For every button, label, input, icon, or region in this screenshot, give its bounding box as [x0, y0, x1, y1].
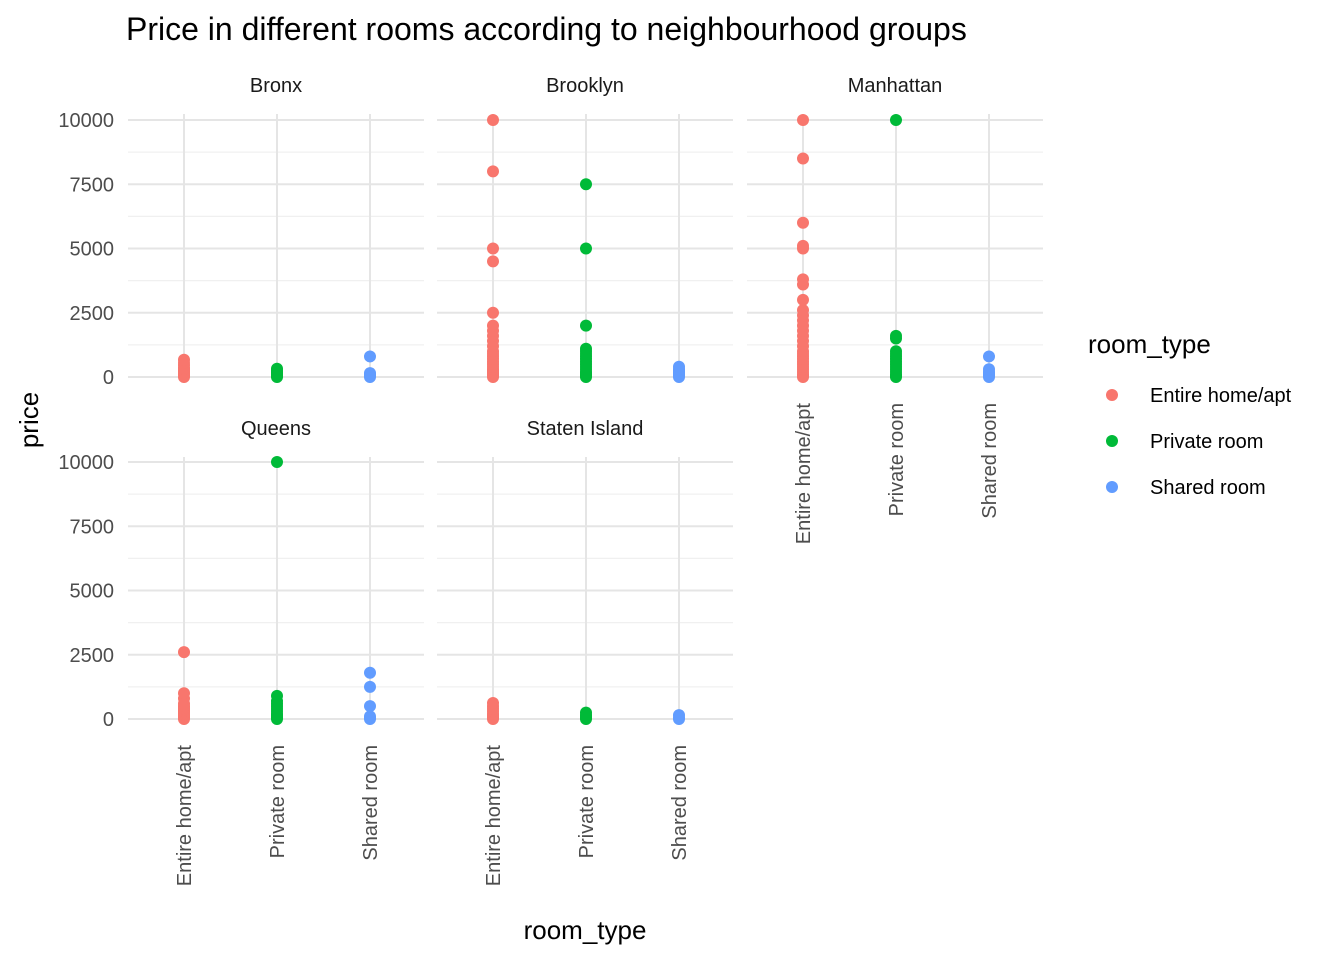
x-axis-title: room_type [524, 915, 647, 945]
data-point [580, 319, 592, 332]
x-tick-label: Entire home/apt [793, 403, 815, 545]
data-point [797, 293, 809, 306]
legend-title: room_type [1088, 329, 1211, 359]
legend: room_type Entire home/apt Private room Shar… [1088, 329, 1292, 499]
y-tick-label: 10000 [58, 110, 114, 132]
facet-panels: Bronx 0 2500 5000 7500 10000 Brooklyn Manhattan… [58, 75, 1043, 886]
legend-key [1106, 435, 1118, 447]
data-point [487, 114, 499, 126]
facet-panel: Queens 0 2500 5000 7500 10000 Entire home/apt P… [58, 418, 424, 886]
facet-panel: Bronx 0 2500 5000 7500 10000 [58, 75, 424, 389]
legend-item: Private room [1106, 431, 1263, 453]
data-point [580, 242, 592, 255]
data-point [364, 710, 376, 723]
data-point [673, 360, 685, 373]
legend-key [1106, 389, 1118, 401]
legend-item: Entire home/apt [1106, 385, 1292, 407]
data-point [797, 304, 809, 317]
y-tick-label: 7500 [70, 516, 115, 538]
data-point [271, 456, 283, 468]
legend-label: Private room [1150, 431, 1263, 453]
data-point [487, 165, 499, 178]
data-point [797, 216, 809, 229]
x-tick-label: Private room [886, 403, 908, 516]
data-point [487, 306, 499, 319]
data-point [580, 178, 592, 191]
data-point [983, 350, 995, 363]
y-tick-label: 10000 [58, 452, 114, 474]
data-point [178, 353, 190, 366]
data-point [487, 255, 499, 268]
facet-strip-label: Bronx [250, 75, 302, 97]
data-point [364, 680, 376, 693]
data-point [797, 152, 809, 165]
data-point [364, 666, 376, 679]
data-point [580, 706, 592, 719]
y-axis-title: price [14, 392, 44, 448]
legend-label: Shared room [1150, 477, 1266, 499]
x-tick-label: Private room [267, 745, 289, 858]
data-point [487, 696, 499, 709]
data-point [487, 242, 499, 255]
y-tick-label: 2500 [70, 645, 115, 667]
data-point [364, 350, 376, 363]
data-point [797, 239, 809, 252]
data-point [890, 345, 902, 358]
data-point [271, 689, 283, 702]
y-tick-label: 0 [103, 367, 114, 389]
y-tick-label: 5000 [70, 581, 115, 603]
facet-panel: Brooklyn [437, 75, 733, 383]
data-point [364, 700, 376, 713]
facet-strip-label: Brooklyn [546, 75, 624, 97]
data-point [890, 329, 902, 342]
data-point [890, 114, 902, 126]
facet-panel: Staten Island Entire home/apt Private room… [437, 418, 733, 886]
y-tick-label: 2500 [70, 303, 115, 325]
y-tick-label: 5000 [70, 239, 115, 261]
data-point [178, 687, 190, 700]
x-tick-label: Entire home/apt [174, 745, 196, 887]
legend-item: Shared room [1106, 477, 1266, 499]
y-tick-label: 7500 [70, 174, 115, 196]
facet-strip-label: Manhattan [848, 75, 943, 97]
data-point [178, 646, 190, 659]
x-tick-label: Shared room [979, 403, 1001, 519]
data-point [983, 363, 995, 376]
data-point [673, 709, 685, 722]
facet-strip-label: Staten Island [527, 418, 644, 440]
x-tick-label: Private room [576, 745, 598, 858]
facet-strip-label: Queens [241, 418, 311, 440]
x-tick-label: Shared room [669, 745, 691, 861]
x-tick-label: Shared room [360, 745, 382, 861]
data-point [364, 367, 376, 380]
chart-title: Price in different rooms according to ne… [126, 11, 967, 47]
data-point [797, 114, 809, 126]
data-point [487, 319, 499, 332]
data-point [271, 362, 283, 375]
x-tick-label: Entire home/apt [483, 745, 505, 887]
data-point [797, 273, 809, 286]
facet-panel: Manhattan Entire home/apt Private room Shar… [747, 75, 1043, 544]
data-point [580, 342, 592, 355]
legend-label: Entire home/apt [1150, 385, 1292, 407]
y-tick-label: 0 [103, 709, 114, 731]
legend-key [1106, 481, 1118, 493]
